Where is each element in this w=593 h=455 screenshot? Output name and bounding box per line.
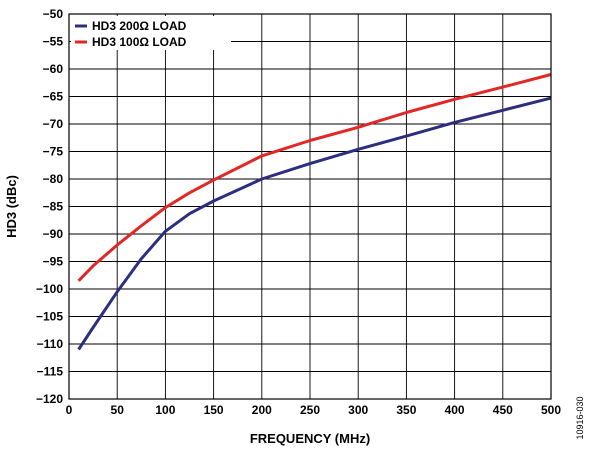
- figure-id: 10916-030: [575, 396, 585, 439]
- tick-labels: 0 50 100 150 200 250 300 350 400 450 500 −50 −55 −60 −…: [36, 7, 561, 417]
- y-tick-label: −50: [43, 7, 64, 21]
- y-tick-label: −105: [36, 310, 63, 324]
- y-tick-label: −100: [36, 282, 63, 296]
- x-tick-label: 250: [300, 403, 320, 417]
- grid: [68, 13, 552, 400]
- y-tick-label: −75: [43, 145, 64, 159]
- y-tick-label: −80: [43, 172, 64, 186]
- y-tick-label: −55: [43, 35, 64, 49]
- x-tick-label: 400: [445, 403, 465, 417]
- x-tick-label: 500: [541, 403, 561, 417]
- x-tick-label: 200: [252, 403, 272, 417]
- y-tick-label: −65: [43, 90, 64, 104]
- y-tick-label: −70: [43, 117, 64, 131]
- x-tick-label: 150: [204, 403, 224, 417]
- x-tick-label: 350: [396, 403, 416, 417]
- x-tick-label: 50: [111, 403, 125, 417]
- series-lines: [77, 73, 552, 351]
- y-tick-label: −120: [36, 392, 63, 406]
- y-tick-label: −110: [37, 337, 64, 351]
- y-tick-label: −115: [37, 365, 64, 379]
- plot-frame: [68, 13, 552, 400]
- y-axis-label: HD3 (dBc): [4, 175, 19, 238]
- series-line-200-ohm: [77, 96, 552, 351]
- series-line-100-ohm: [77, 73, 552, 282]
- y-tick-label: −60: [43, 62, 64, 76]
- x-tick-label: 0: [66, 403, 73, 417]
- x-axis-label: FREQUENCY (MHz): [250, 431, 370, 446]
- x-tick-label: 100: [155, 403, 175, 417]
- x-tick-label: 300: [348, 403, 368, 417]
- legend-label-100-ohm: HD3 100Ω LOAD: [92, 35, 187, 49]
- legend: HD3 200Ω LOAD HD3 100Ω LOAD: [71, 16, 231, 50]
- y-tick-label: −85: [43, 200, 64, 214]
- y-tick-label: −95: [43, 255, 64, 269]
- legend-background: [71, 16, 231, 50]
- x-tick-label: 450: [493, 403, 513, 417]
- y-tick-label: −90: [43, 227, 64, 241]
- legend-label-200-ohm: HD3 200Ω LOAD: [92, 19, 187, 33]
